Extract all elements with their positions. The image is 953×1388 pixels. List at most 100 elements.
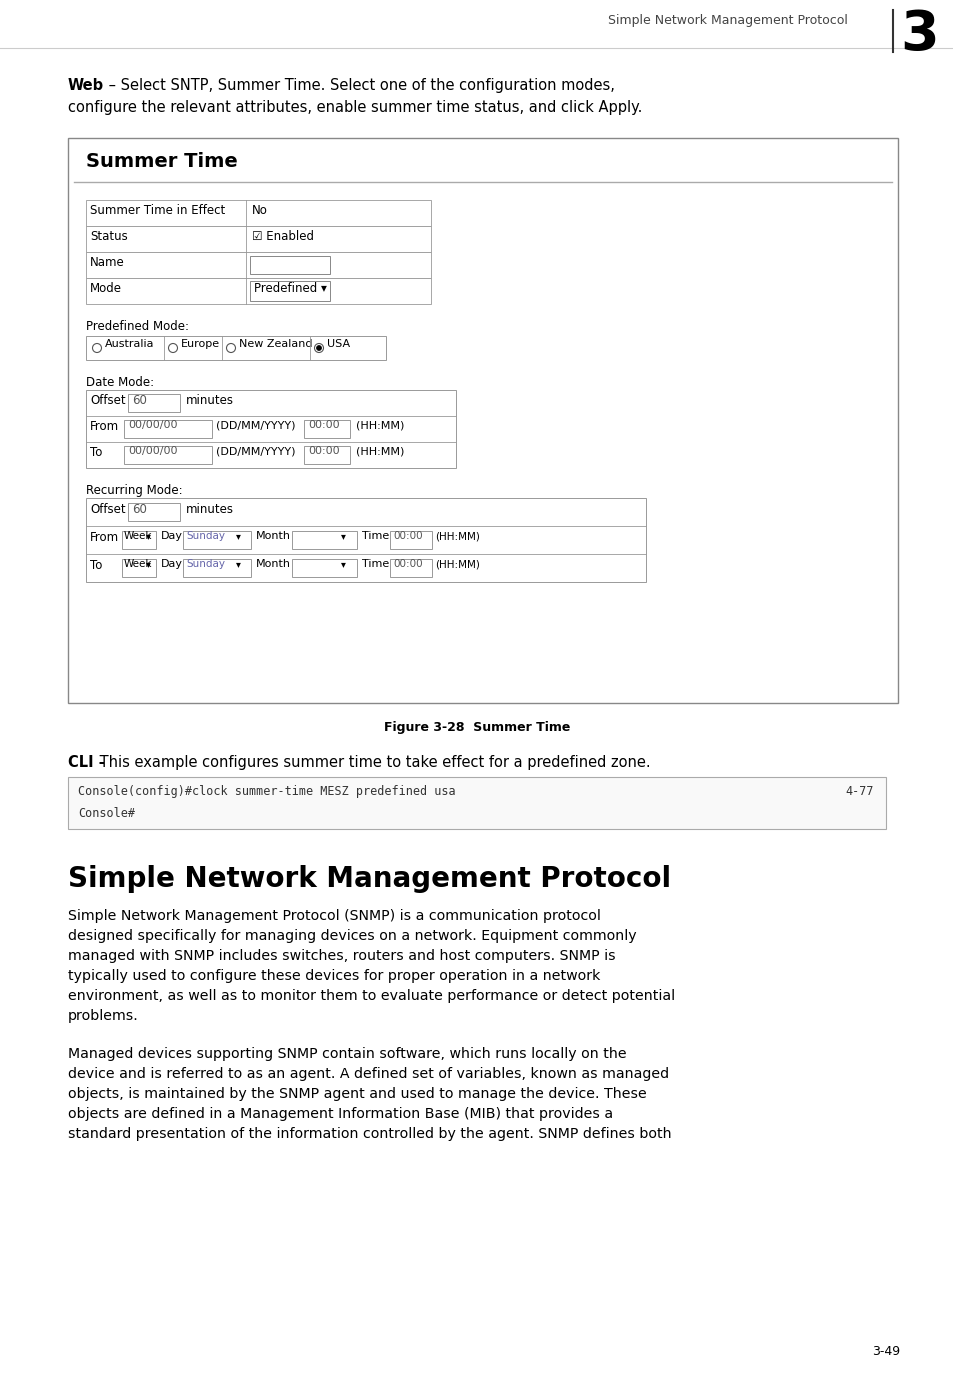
Text: 4-77: 4-77	[844, 786, 873, 798]
Bar	[122, 532, 156, 550]
Text: Day: Day	[161, 559, 183, 569]
Bar	[390, 532, 432, 550]
Bar	[128, 502, 180, 520]
Text: Mode: Mode	[90, 282, 122, 296]
Text: Offset: Offset	[90, 394, 126, 407]
Text: typically used to configure these devices for proper operation in a network: typically used to configure these device…	[68, 969, 599, 983]
Text: 60: 60	[132, 394, 147, 407]
Text: Month: Month	[255, 532, 291, 541]
Bar	[124, 421, 212, 439]
Text: managed with SNMP includes switches, routers and host computers. SNMP is: managed with SNMP includes switches, rou…	[68, 949, 615, 963]
Text: Time: Time	[361, 559, 389, 569]
Text: (DD/MM/YYYY): (DD/MM/YYYY)	[215, 421, 295, 430]
Text: Managed devices supporting SNMP contain software, which runs locally on the: Managed devices supporting SNMP contain …	[68, 1047, 626, 1060]
Bar	[86, 390, 456, 468]
Text: objects are defined in a Management Information Base (MIB) that provides a: objects are defined in a Management Info…	[68, 1108, 613, 1122]
Text: 00/00/00: 00/00/00	[128, 446, 177, 457]
Bar	[183, 532, 251, 550]
Text: Recurring Mode:: Recurring Mode:	[86, 484, 182, 497]
Text: New Zealand: New Zealand	[239, 339, 313, 348]
Text: 00/00/00: 00/00/00	[128, 421, 177, 430]
Bar	[292, 559, 356, 577]
Text: 3-49: 3-49	[871, 1345, 899, 1357]
Text: minutes: minutes	[186, 502, 233, 516]
Text: Summer Time in Effect: Summer Time in Effect	[90, 204, 225, 217]
Text: 00:00: 00:00	[393, 559, 422, 569]
Text: Australia: Australia	[105, 339, 154, 348]
Bar	[304, 446, 350, 464]
Text: environment, as well as to monitor them to evaluate performance or detect potent: environment, as well as to monitor them …	[68, 990, 675, 1004]
Bar	[250, 255, 330, 273]
Bar	[86, 253, 431, 278]
Text: 00:00: 00:00	[393, 532, 422, 541]
Text: ▾: ▾	[146, 532, 151, 541]
Bar	[68, 777, 885, 829]
Text: device and is referred to as an agent. A defined set of variables, known as mana: device and is referred to as an agent. A…	[68, 1067, 668, 1081]
Text: designed specifically for managing devices on a network. Equipment commonly: designed specifically for managing devic…	[68, 929, 636, 942]
Text: (HH:MM): (HH:MM)	[435, 559, 479, 569]
Text: ▾: ▾	[146, 559, 151, 569]
Text: Sunday: Sunday	[186, 559, 225, 569]
Text: Day: Day	[161, 532, 183, 541]
Text: objects, is maintained by the SNMP agent and used to manage the device. These: objects, is maintained by the SNMP agent…	[68, 1087, 646, 1101]
Text: Offset: Offset	[90, 502, 126, 516]
Text: (HH:MM): (HH:MM)	[355, 446, 404, 457]
Text: ▾: ▾	[340, 559, 346, 569]
Text: Figure 3-28  Summer Time: Figure 3-28 Summer Time	[383, 720, 570, 734]
Text: Status: Status	[90, 230, 128, 243]
Text: USA: USA	[327, 339, 350, 348]
Text: – Select SNTP, Summer Time. Select one of the configuration modes,: – Select SNTP, Summer Time. Select one o…	[104, 78, 615, 93]
Text: Week: Week	[124, 559, 152, 569]
Text: 00:00: 00:00	[308, 446, 339, 457]
Text: (HH:MM): (HH:MM)	[355, 421, 404, 430]
Text: problems.: problems.	[68, 1009, 138, 1023]
Bar	[124, 446, 212, 464]
Bar	[86, 278, 431, 304]
Text: (DD/MM/YYYY): (DD/MM/YYYY)	[215, 446, 295, 457]
Bar	[292, 532, 356, 550]
Text: Console(config)#clock summer-time MESZ predefined usa: Console(config)#clock summer-time MESZ p…	[78, 786, 456, 798]
Text: standard presentation of the information controlled by the agent. SNMP defines b: standard presentation of the information…	[68, 1127, 671, 1141]
Bar	[304, 421, 350, 439]
Text: Console#: Console#	[78, 806, 135, 820]
Text: minutes: minutes	[186, 394, 233, 407]
Text: Summer Time: Summer Time	[86, 153, 237, 171]
Text: Europe: Europe	[181, 339, 220, 348]
Bar	[86, 498, 645, 582]
Text: Date Mode:: Date Mode:	[86, 376, 154, 389]
Text: To: To	[90, 559, 102, 572]
Text: No: No	[252, 204, 268, 217]
Text: Simple Network Management Protocol (SNMP) is a communication protocol: Simple Network Management Protocol (SNMP…	[68, 909, 600, 923]
Text: From: From	[90, 532, 119, 544]
Text: 60: 60	[132, 502, 147, 516]
Text: ☑ Enabled: ☑ Enabled	[252, 230, 314, 243]
Bar	[86, 200, 431, 226]
Bar	[86, 226, 431, 253]
Text: Time: Time	[361, 532, 389, 541]
Text: Week: Week	[124, 532, 152, 541]
Text: To: To	[90, 446, 102, 459]
Text: Name: Name	[90, 255, 125, 269]
Text: ▾: ▾	[235, 559, 240, 569]
Text: This example configures summer time to take effect for a predefined zone.: This example configures summer time to t…	[95, 755, 650, 770]
Bar	[68, 137, 897, 702]
Text: Simple Network Management Protocol: Simple Network Management Protocol	[68, 865, 670, 892]
Text: configure the relevant attributes, enable summer time status, and click Apply.: configure the relevant attributes, enabl…	[68, 100, 641, 115]
Bar	[250, 280, 330, 301]
Text: Month: Month	[255, 559, 291, 569]
Circle shape	[316, 346, 321, 351]
Text: (HH:MM): (HH:MM)	[435, 532, 479, 541]
Text: Sunday: Sunday	[186, 532, 225, 541]
Bar	[86, 336, 386, 359]
Text: Simple Network Management Protocol: Simple Network Management Protocol	[607, 14, 847, 26]
Bar	[128, 394, 180, 412]
Text: CLI -: CLI -	[68, 755, 105, 770]
Text: Predefined Mode:: Predefined Mode:	[86, 321, 189, 333]
Bar	[183, 559, 251, 577]
Text: 3: 3	[900, 8, 939, 62]
Text: ▾: ▾	[340, 532, 346, 541]
Text: Predefined ▾: Predefined ▾	[253, 282, 327, 296]
Text: ▾: ▾	[235, 532, 240, 541]
Bar	[122, 559, 156, 577]
Text: From: From	[90, 421, 119, 433]
